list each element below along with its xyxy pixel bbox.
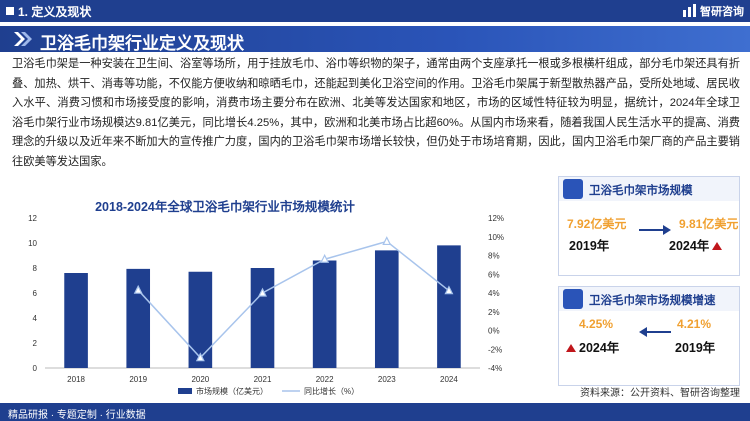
- y-right-tick-label: -4%: [488, 364, 502, 373]
- card-growth-left-value: 4.25%: [579, 317, 614, 331]
- intro-paragraph: 卫浴毛巾架是一种安装在卫生间、浴室等场所，用于挂放毛巾、浴巾等织物的架子，通常由…: [12, 58, 740, 168]
- card-growth-right-year: 2019年: [675, 341, 716, 355]
- bar: [126, 268, 151, 368]
- card-growth-rate: 卫浴毛巾架市场规模增速 4.25% 2024年 4.21% 2019年: [558, 286, 740, 386]
- growth-point: [444, 285, 454, 295]
- card-market-size-right-value: 9.81亿美元: [679, 217, 739, 231]
- bar: [312, 260, 337, 368]
- y-right-tick-label: 10%: [488, 233, 504, 242]
- y-left-tick-label: 2: [33, 339, 38, 348]
- bar: [437, 245, 461, 368]
- card-growth-left-year-wrap: 2024年: [563, 337, 619, 356]
- up-arrow-icon: [712, 242, 723, 250]
- page-title: 卫浴毛巾架行业定义及现状: [40, 34, 244, 53]
- top-bar: 1. 定义及现状 智研咨询: [0, 0, 750, 22]
- y-right-tick-label: 8%: [488, 252, 500, 261]
- card-market-size-right-year-wrap: 2024年: [669, 235, 725, 254]
- card-market-size-header: 卫浴毛巾架市场规模: [559, 177, 739, 201]
- up-arrow-icon: [566, 344, 576, 352]
- arrow-right-icon: [639, 225, 671, 235]
- y-left-tick-label: 4: [33, 314, 38, 323]
- y-left-tick-label: 6: [33, 289, 38, 298]
- legend-label-bars: 市场规模（亿美元）: [196, 386, 268, 396]
- card-market-size-right-year: 2024年: [669, 239, 710, 253]
- footer-bar: 精品研报 · 专题定制 · 行业数据: [0, 403, 750, 421]
- section-label: 1. 定义及现状: [6, 3, 91, 20]
- bar: [188, 271, 213, 368]
- x-tick-label: 2020: [191, 375, 209, 384]
- bar: [250, 268, 275, 368]
- x-tick-label: 2022: [316, 375, 334, 384]
- y-right-tick-label: 6%: [488, 270, 500, 279]
- legend-swatch-bars: [178, 388, 192, 394]
- chart-title: 2018-2024年全球卫浴毛巾架行业市场规模统计: [95, 200, 355, 214]
- growth-point: [133, 284, 143, 294]
- source-note: 资料来源：公开资料、智研咨询整理: [580, 388, 740, 399]
- section-label-text: 1. 定义及现状: [18, 5, 92, 19]
- y-right-tick-label: -2%: [488, 345, 502, 354]
- brand-name: 智研咨询: [700, 6, 744, 18]
- card-market-size-left-year: 2019年: [569, 239, 610, 253]
- brand-logo-icon: [683, 4, 696, 17]
- x-tick-label: 2023: [378, 375, 396, 384]
- y-left-tick-label: 8: [33, 264, 38, 273]
- y-right-tick-label: 0%: [488, 327, 500, 336]
- arrow-left-icon: [639, 327, 671, 337]
- bar: [64, 273, 88, 368]
- x-tick-label: 2021: [254, 375, 272, 384]
- chart-growth-icon: [563, 179, 583, 199]
- market-size-chart: 0 2 4 6 8 10 12 -4% -2% 0% 2% 4% 6% 8% 10% 12% 2018 2019 2…: [28, 214, 504, 396]
- card-growth-right-value: 4.21%: [677, 317, 712, 331]
- title-bar: 卫浴毛巾架行业定义及现状: [0, 26, 750, 53]
- y-left-tick-label: 12: [28, 214, 37, 223]
- y-right-tick-label: 12%: [488, 214, 504, 223]
- bar: [374, 250, 399, 368]
- card-growth-rate-label: 卫浴毛巾架市场规模增速: [589, 295, 716, 307]
- growth-point: [320, 253, 330, 263]
- card-market-size: 卫浴毛巾架市场规模 7.92亿美元 2019年 9.81亿美元 2024年: [558, 176, 740, 276]
- growth-line: [137, 240, 450, 359]
- y-right-tick-label: 2%: [488, 308, 500, 317]
- chart-growth-icon: [563, 289, 583, 309]
- card-growth-rate-header: 卫浴毛巾架市场规模增速: [559, 287, 739, 311]
- title-chevron-icon: [14, 32, 32, 46]
- x-tick-label: 2018: [67, 375, 85, 384]
- card-market-size-label: 卫浴毛巾架市场规模: [589, 185, 693, 197]
- x-tick-label: 2019: [129, 375, 147, 384]
- y-left-tick-label: 10: [28, 239, 37, 248]
- footer-text: 精品研报 · 专题定制 · 行业数据: [8, 410, 146, 421]
- growth-point: [195, 352, 205, 362]
- card-market-size-left-value: 7.92亿美元: [567, 217, 627, 231]
- growth-point: [258, 287, 267, 297]
- x-tick-label: 2024: [440, 375, 458, 384]
- y-left-tick-label: 0: [33, 364, 38, 373]
- brand: 智研咨询: [682, 3, 744, 19]
- legend-label-line: 同比增长（%）: [304, 386, 359, 396]
- y-right-tick-label: 4%: [488, 289, 500, 298]
- growth-point: [382, 236, 392, 246]
- card-growth-left-year: 2024年: [579, 341, 620, 355]
